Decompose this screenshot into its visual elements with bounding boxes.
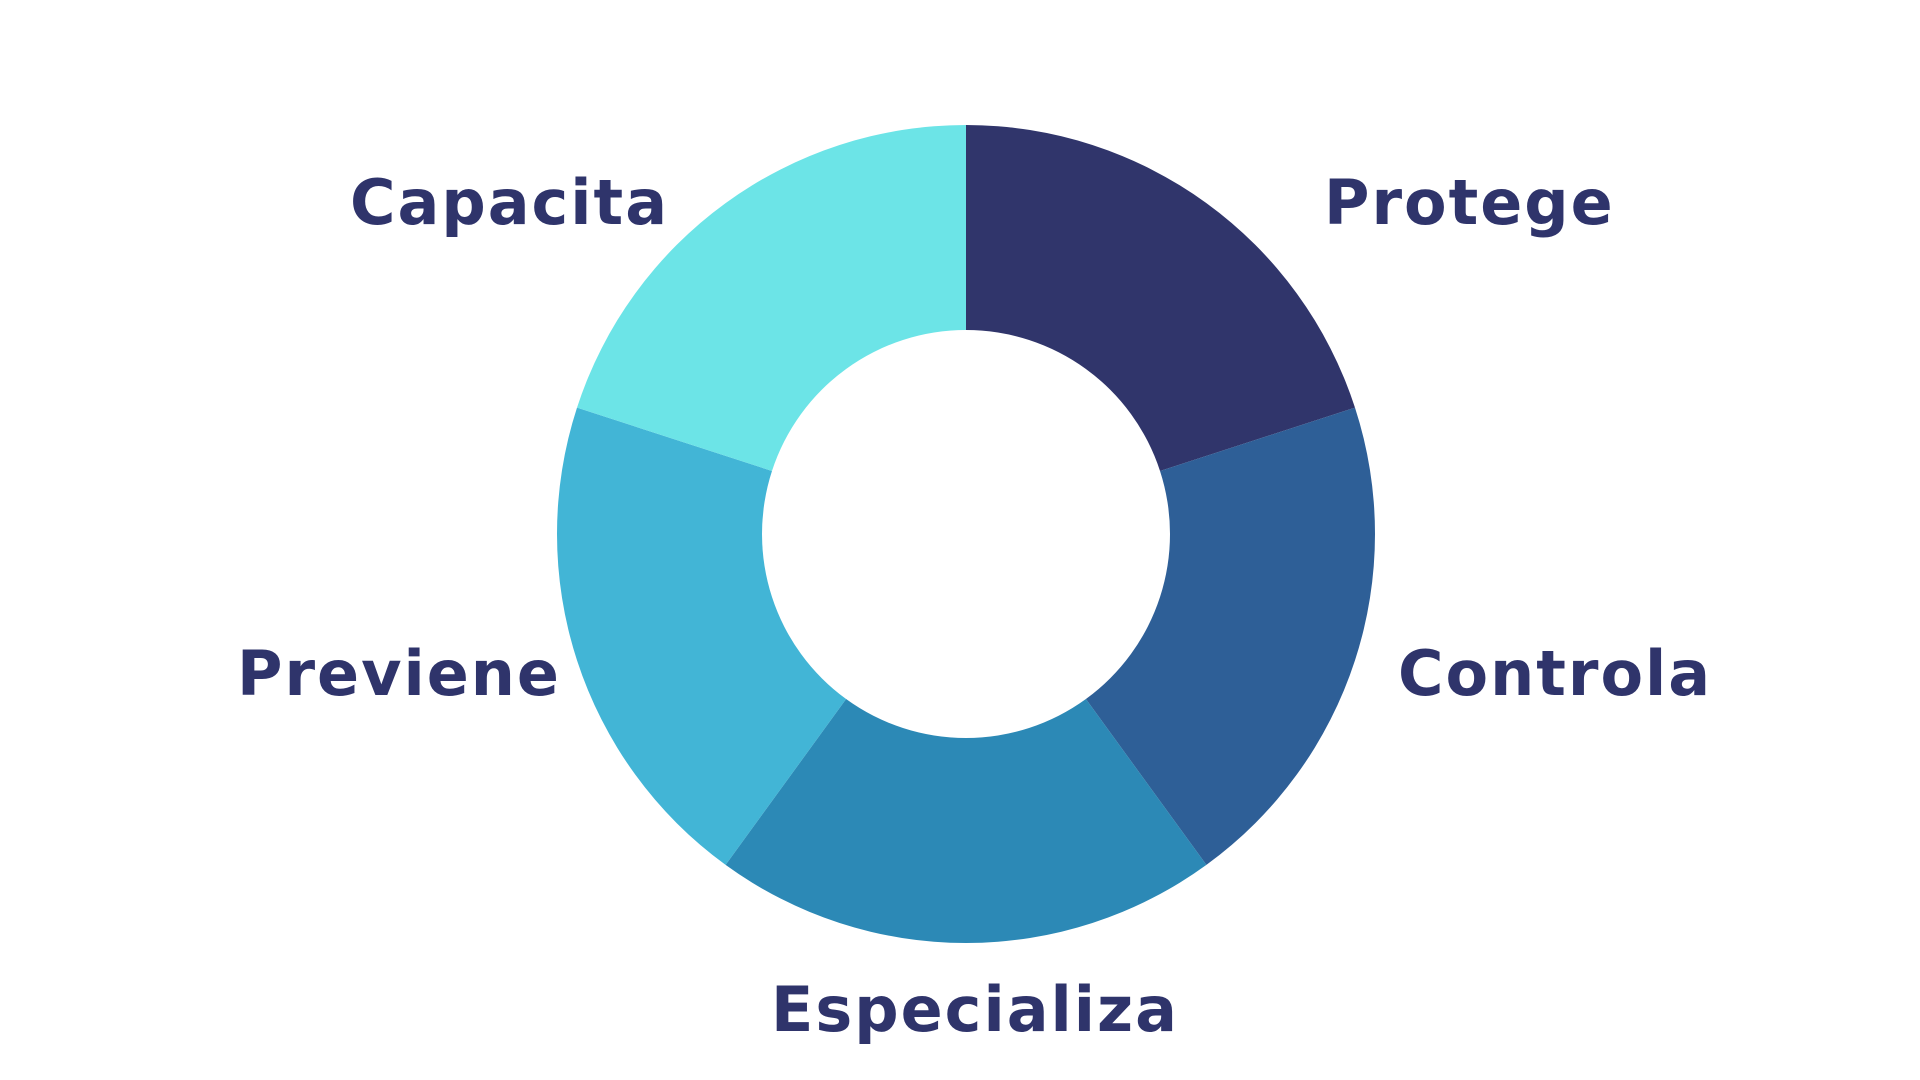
label-especializa: Especializa xyxy=(771,973,1179,1046)
label-controla: Controla xyxy=(1398,637,1713,710)
label-protege: Protege xyxy=(1324,166,1615,239)
label-previene: Previene xyxy=(237,637,561,710)
segment-previene xyxy=(557,407,847,865)
label-capacita: Capacita xyxy=(350,166,670,239)
segment-especializa xyxy=(725,699,1207,943)
segment-capacita xyxy=(577,125,966,471)
segment-protege xyxy=(966,125,1355,471)
segment-controla xyxy=(1085,407,1375,865)
